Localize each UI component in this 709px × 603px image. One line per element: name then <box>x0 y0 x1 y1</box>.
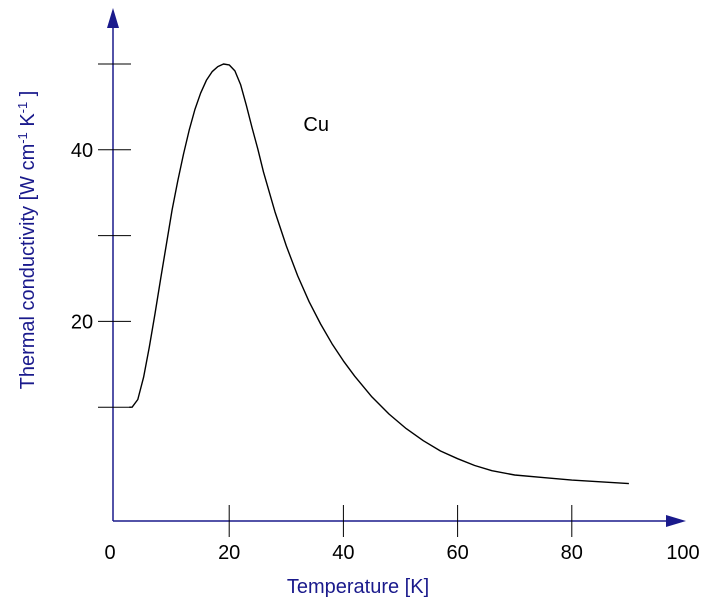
x-tick-label: 60 <box>446 542 468 564</box>
x-tick-labels: 0 20 40 60 80 100 <box>104 542 699 564</box>
y-axis-title-sup2: -1 <box>15 102 30 114</box>
y-axis-title-prefix: Thermal conductivity [W cm <box>17 144 39 390</box>
y-axis-title-suffix: ] <box>17 91 39 102</box>
x-axis-title: Temperature [K] <box>287 576 429 598</box>
y-tick-marks <box>98 63 131 408</box>
y-tick-label: 40 <box>71 140 93 162</box>
y-axis-arrow <box>107 8 119 28</box>
x-axis-arrow <box>666 515 686 527</box>
x-tick-label: 20 <box>218 542 240 564</box>
y-axis-title-sup1: -1 <box>15 132 30 144</box>
x-tick-label: 100 <box>666 542 699 564</box>
annotation-cu: Cu <box>303 114 329 136</box>
series-line-cu <box>129 63 629 485</box>
x-tick-label: 80 <box>561 542 583 564</box>
x-tick-marks <box>228 505 573 537</box>
y-axis-title: Thermal conductivity [W cm-1 K-1 ] <box>15 91 40 390</box>
x-tick-label: 40 <box>332 542 354 564</box>
x-tick-label: 0 <box>104 542 115 564</box>
y-tick-label: 20 <box>71 311 93 333</box>
y-axis-title-mid: K <box>17 113 39 133</box>
